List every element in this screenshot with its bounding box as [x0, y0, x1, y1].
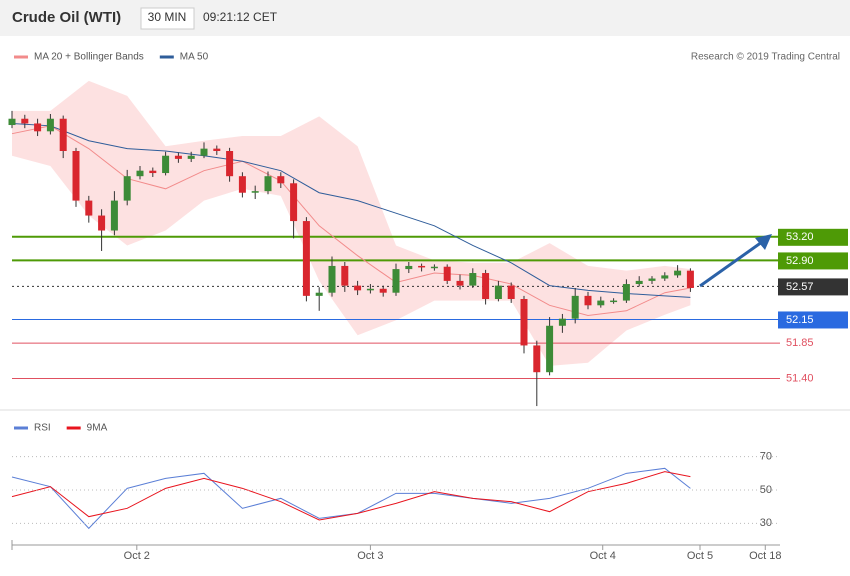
candle-body — [392, 269, 400, 293]
candle-body — [507, 285, 515, 299]
candle-body — [379, 288, 387, 293]
source: Research © 2019 Trading Central — [691, 52, 840, 63]
arrow-shaft — [699, 240, 763, 288]
level-label-box — [778, 278, 848, 296]
level-label: 52.90 — [786, 255, 814, 267]
level-label-box — [778, 252, 848, 270]
candle-body — [328, 265, 336, 293]
candle-body — [123, 176, 131, 201]
candle-body — [443, 266, 451, 281]
level-label-box — [778, 228, 848, 246]
candle-body — [546, 325, 554, 373]
candle-body — [674, 270, 682, 276]
bollinger-band — [12, 80, 691, 366]
timeframe: 30 MIN — [148, 10, 187, 24]
candle-body — [162, 155, 170, 174]
legend-label: MA 20 + Bollinger Bands — [34, 52, 144, 63]
candle-body — [85, 200, 93, 216]
candle-body — [405, 265, 413, 270]
candle-body — [456, 280, 464, 286]
legend-label: RSI — [34, 423, 51, 434]
chart-title: Crude Oil (WTI) — [12, 9, 121, 26]
ma-line — [11, 122, 691, 298]
candle-body — [418, 265, 426, 268]
candle-body — [571, 295, 579, 319]
candle-body — [149, 170, 157, 174]
candle-body — [174, 155, 182, 159]
candle-body — [533, 345, 541, 373]
candle-body — [264, 176, 272, 192]
candle-body — [469, 273, 477, 286]
level-label: 51.40 — [786, 372, 814, 384]
candle-body — [341, 265, 349, 286]
y-tick-label: 50 — [760, 484, 772, 496]
level-label: 52.15 — [786, 314, 814, 326]
candle-body — [354, 285, 362, 291]
time: 09:21:12 CET — [203, 10, 278, 24]
candle-body — [238, 176, 246, 193]
x-tick-label: Oct 5 — [687, 550, 713, 562]
level-label: 52.57 — [786, 281, 814, 293]
x-tick-label: Oct 3 — [357, 550, 383, 562]
y-tick-label: 30 — [760, 517, 772, 529]
candle-body — [584, 295, 592, 306]
level-label: 51.85 — [786, 337, 814, 349]
rsi-line — [11, 467, 691, 530]
candle-body — [302, 221, 310, 296]
candle-body — [520, 299, 528, 346]
level-label: 53.20 — [786, 231, 814, 243]
y-tick-label: 70 — [760, 451, 772, 463]
candle-body — [494, 285, 502, 299]
candle-body — [622, 284, 630, 301]
candle-body — [661, 275, 669, 279]
candle-body — [72, 151, 80, 201]
timeframe-box — [140, 7, 195, 30]
candle-body — [635, 280, 643, 285]
header-bar — [0, 0, 850, 36]
candle-body — [686, 270, 694, 288]
candle-body — [366, 288, 374, 291]
legend-label: 9MA — [87, 423, 108, 434]
legend-label: MA 50 — [180, 52, 209, 63]
candle-body — [597, 300, 605, 306]
candle-body — [251, 191, 259, 193]
x-tick-label: Oct 2 — [124, 550, 150, 562]
candle-body — [200, 148, 208, 156]
candle-body — [213, 148, 221, 151]
candle-body — [277, 176, 285, 184]
candle-body — [8, 118, 16, 126]
candle-body — [290, 183, 298, 222]
candle-body — [110, 200, 118, 231]
candle-body — [430, 266, 438, 269]
candle-body — [34, 123, 42, 132]
candle-body — [648, 278, 656, 281]
forecast-arrow — [699, 234, 772, 288]
rsi-line — [11, 471, 691, 521]
candle-body — [482, 273, 490, 299]
candle-body — [610, 300, 618, 303]
candle-body — [46, 118, 54, 132]
candle-body — [187, 155, 195, 159]
x-tick-label: Oct 18 — [749, 550, 781, 562]
candle-body — [226, 151, 234, 177]
candle-body — [98, 215, 106, 231]
candle-body — [21, 118, 29, 124]
x-tick-label: Oct 4 — [590, 550, 616, 562]
candle-body — [558, 318, 566, 326]
candle-body — [59, 118, 67, 151]
candle-body — [136, 170, 144, 177]
level-label-box — [778, 311, 848, 329]
candle-body — [315, 292, 323, 296]
arrow-head — [755, 234, 772, 250]
